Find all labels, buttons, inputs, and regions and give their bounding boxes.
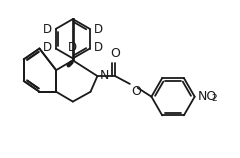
- Text: D: D: [94, 41, 103, 54]
- Text: D: D: [68, 41, 78, 55]
- Text: N: N: [99, 69, 109, 82]
- Text: D: D: [43, 23, 52, 36]
- Text: D: D: [43, 41, 52, 54]
- Text: 2: 2: [211, 94, 217, 103]
- Text: D: D: [94, 23, 103, 36]
- Text: O: O: [110, 47, 120, 60]
- Text: NO: NO: [198, 90, 217, 103]
- Text: O: O: [131, 85, 141, 98]
